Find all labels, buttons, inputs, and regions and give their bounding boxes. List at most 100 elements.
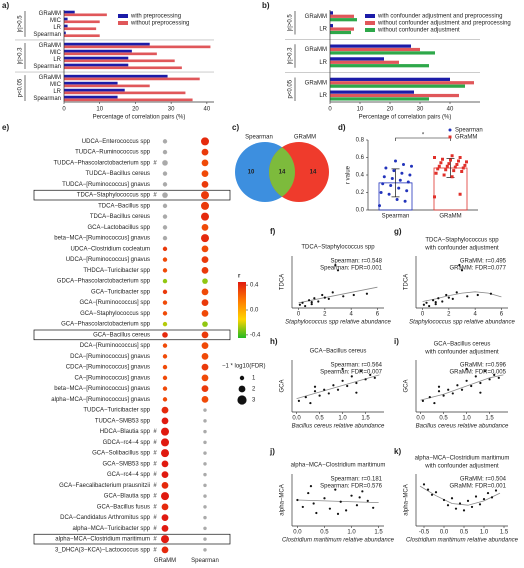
- fit-line: [420, 374, 504, 401]
- x-tick-label: 0: [62, 107, 66, 113]
- point: [323, 388, 326, 391]
- point: [465, 160, 468, 164]
- point: [341, 367, 344, 371]
- flag: #: [153, 429, 157, 435]
- row-label: TUDCA−Ruminococcus spp: [75, 150, 151, 156]
- dot: [161, 460, 169, 468]
- dot: [201, 299, 209, 307]
- dot: [162, 375, 168, 381]
- category-label: GRaMM: [305, 14, 327, 20]
- point: [321, 293, 324, 297]
- chart-title: GCA−Bacillus cereus: [310, 349, 367, 355]
- legend-marker: [448, 135, 452, 139]
- chart-subtitle: with confounder adjustment: [424, 464, 499, 470]
- dot: [161, 427, 169, 436]
- point: [334, 488, 337, 491]
- colorbar-tick-label: -0.4: [250, 332, 261, 338]
- bar: [64, 31, 66, 35]
- point: [304, 396, 307, 399]
- colorbar-tick-label: 0.4: [250, 283, 259, 289]
- legend-swatch: [365, 14, 375, 18]
- point: [465, 367, 468, 371]
- dot: [201, 385, 209, 393]
- x-tick-label: 1.0: [462, 416, 471, 422]
- point: [431, 299, 435, 302]
- category-label: Spearman: [33, 96, 61, 102]
- point: [422, 483, 426, 486]
- x-axis-label: Staphylococcus spp relative abundance: [409, 320, 515, 326]
- row-label: TUDCA−SMB53 spp: [95, 418, 151, 424]
- dot: [162, 192, 168, 198]
- panel-label: c): [232, 123, 239, 132]
- annotation: GRaMM: FDR=0.001: [449, 484, 506, 490]
- colorbar-title: r: [238, 274, 241, 280]
- x-axis-label: Bacillus cereus relative abundance: [292, 424, 385, 430]
- chart-title: alpha−MCA−Clostridium maritimum: [291, 463, 386, 469]
- bar: [64, 52, 157, 56]
- flag: #: [153, 537, 157, 543]
- point: [327, 297, 330, 300]
- x-tick-label: 20: [132, 107, 139, 113]
- point: [309, 401, 312, 405]
- dot: [162, 311, 168, 316]
- group-label: p<0.05: [18, 78, 24, 97]
- bar: [64, 49, 132, 53]
- panel-label: g): [394, 227, 402, 236]
- row-label: GCA−Phascolarctobacterium spp: [61, 322, 151, 328]
- point: [350, 494, 353, 497]
- point: [392, 169, 396, 173]
- row-label: TUDCA−Phascolarctobacterium spp: [53, 160, 150, 166]
- count-label: 10: [248, 170, 255, 176]
- dot: [162, 235, 168, 241]
- row-label: DCA−Candidatus Arthromitus spp: [60, 515, 151, 521]
- x-axis-label: Bacillus cereus relative abundance: [416, 424, 509, 430]
- point: [403, 199, 407, 203]
- size-key-label: 2: [252, 387, 256, 393]
- row-label: GCA−Lactobacillus spp: [87, 225, 150, 231]
- bar: [64, 42, 150, 46]
- point: [358, 496, 361, 499]
- column-label: GRaMM: [154, 558, 176, 564]
- x-tick-label: 0.0: [440, 530, 449, 536]
- point: [296, 498, 299, 502]
- dot: [201, 374, 209, 382]
- dot: [201, 234, 209, 243]
- fit-line: [297, 499, 379, 503]
- point: [439, 161, 443, 165]
- dot: [201, 148, 209, 156]
- dot: [203, 472, 207, 477]
- annotation: Spearman: FDR=0.007: [320, 370, 383, 376]
- category-label: GRaMM: [39, 75, 61, 81]
- category-label: LR: [319, 60, 327, 66]
- point: [482, 498, 486, 501]
- significance: *: [422, 133, 425, 139]
- panel-label: a): [2, 1, 9, 10]
- y-tick-label: 0.0: [356, 208, 365, 214]
- row-label: GCA−Blautia spp: [104, 494, 151, 500]
- row-label: alpha−MCA−Turicibacter spp: [73, 526, 151, 532]
- size-key: [237, 395, 247, 405]
- x-tick-label: 1.5: [374, 530, 383, 536]
- x-tick-label: 1.0: [347, 530, 356, 536]
- chart-title: alpha−MCA−Clostridium maritimum: [415, 456, 510, 462]
- highlight-box: [33, 329, 231, 341]
- point: [444, 168, 448, 172]
- point: [441, 157, 444, 161]
- point: [479, 391, 482, 394]
- point: [379, 191, 383, 194]
- x-tick-label: 2: [447, 312, 451, 318]
- dot: [161, 406, 169, 414]
- row-label: UDCA−Clostridium cocleatum: [70, 246, 150, 252]
- dot: [201, 201, 209, 210]
- legend-swatch: [118, 21, 128, 25]
- point: [310, 303, 313, 306]
- bar: [64, 63, 129, 67]
- dot: [161, 481, 169, 489]
- x-tick-label: 4: [349, 312, 353, 318]
- point: [425, 301, 428, 304]
- point: [474, 375, 477, 378]
- size-key: [238, 385, 246, 393]
- size-legend-title: −1 * log10(FDR): [222, 364, 266, 370]
- x-tick-label: 1.0: [480, 530, 489, 536]
